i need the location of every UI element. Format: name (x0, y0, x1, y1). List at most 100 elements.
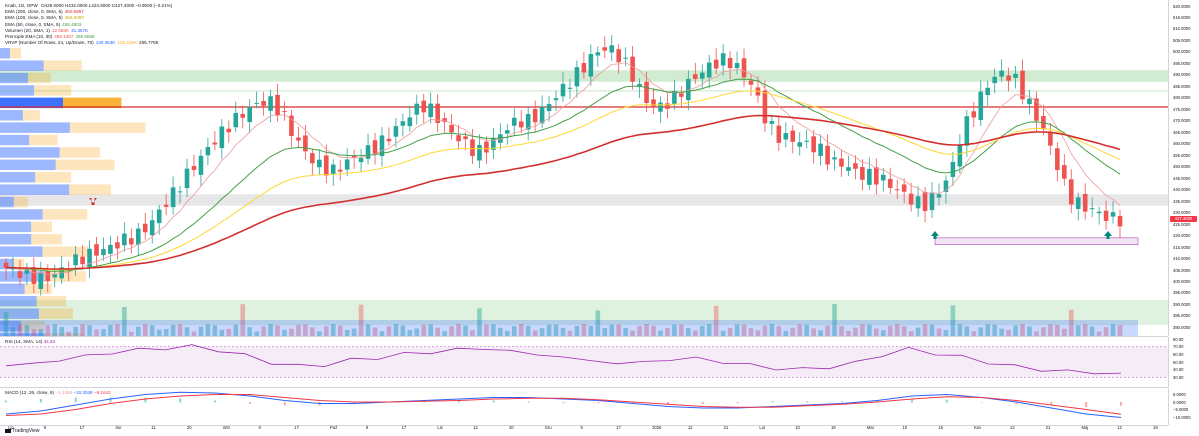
volume-bar (59, 326, 64, 336)
candle-body (985, 87, 991, 95)
candle-body (310, 153, 315, 164)
candle-body (330, 164, 336, 175)
candle-body (498, 134, 503, 143)
macd-chart[interactable] (0, 388, 1168, 425)
time-tick-label: Kwi (974, 425, 981, 430)
candle-body (651, 99, 656, 108)
candle-body (31, 267, 37, 284)
price-tick-label: 415.0000 (1173, 244, 1191, 250)
candle-body (560, 83, 566, 97)
volume-bar (198, 326, 204, 336)
macd-histogram-bar (423, 401, 426, 403)
volume-bar (720, 330, 726, 336)
volume-bar (936, 328, 942, 336)
volume-bar (80, 324, 85, 336)
rsi-line (5, 344, 1122, 375)
candle-body (1068, 179, 1074, 205)
rsi-tick-label: 50.00 (1173, 359, 1184, 365)
vrvp-up-bar (0, 72, 29, 84)
macd-histogram-bar (910, 399, 913, 403)
macd-histogram-bar (1120, 402, 1122, 406)
volume-bar (101, 329, 106, 336)
volume-bar (31, 329, 37, 336)
rsi-legend[interactable]: RSI (14, SMA, 14) 34.53 (5, 339, 56, 344)
candle-body (240, 114, 246, 118)
time-tick-label: Paź (330, 425, 338, 430)
vrvp-down-bar (69, 122, 146, 133)
legend-vrvp[interactable]: VRVP (Number Of Rows, 24, Up/Down, 70) 13… (5, 40, 159, 46)
volume-bar (964, 326, 970, 336)
macd-axis[interactable]: 5.0000 0.0000 −5.0000 −10.0000 (1168, 388, 1199, 425)
volume-bar (588, 325, 594, 336)
candle-body (860, 167, 865, 180)
volume-bar (762, 325, 768, 336)
legend-pema[interactable]: Prenciple EMA (10, 30) 458.1457 459.5688 (5, 34, 95, 40)
time-tick-label: Wrz (222, 425, 231, 430)
candle-body (679, 93, 684, 97)
time-axis[interactable]: Lip 9 17 Sie 11 20 Wrz 8 17 Paź 9 17 Lis 12 20 Gru 9 17 20… (0, 425, 1168, 430)
up-arrow-icon (931, 231, 939, 239)
vrvp-down-bar (69, 184, 111, 195)
volume-bar (1103, 327, 1109, 336)
volume-bar (922, 324, 928, 336)
volume-bar (818, 330, 823, 336)
candle-body (379, 135, 385, 157)
volume-bar (149, 325, 155, 336)
legend-symbol[interactable]: Knab, 1D, GPW O429.0000 H432.0000 L424.6… (5, 3, 173, 8)
candle-body (616, 49, 621, 63)
candle-body (699, 72, 705, 79)
last-price-label: 427.4000 (1170, 215, 1197, 222)
volume-bar (177, 324, 183, 336)
volume-bar (108, 324, 113, 336)
candle-body (957, 144, 963, 167)
time-tick-label: 11 (151, 425, 156, 430)
candle-body (386, 138, 392, 142)
main-chart-pane[interactable]: Knab, 1D, GPW O429.0000 H432.0000 L424.6… (0, 0, 1168, 337)
candle-body (602, 47, 608, 51)
candle-body (804, 140, 809, 142)
rsi-chart[interactable] (0, 337, 1168, 387)
candle-body (17, 271, 23, 278)
legend-ema100[interactable]: EMA (100, close, 0, SMA, 5) 456.0000 (5, 15, 84, 21)
volume-bar (1020, 324, 1025, 336)
macd-legend[interactable]: MACD (12, 26, close, 9) −1.1458 −10.3048… (5, 390, 111, 395)
candle-body (142, 223, 148, 233)
price-chart[interactable] (0, 0, 1168, 336)
price-tick-label: 500.0000 (1173, 49, 1191, 55)
candle-body (449, 124, 454, 133)
volume-bar (351, 328, 357, 336)
legend-volume[interactable]: Volumen (20, SMA, 1) 12.583K 41.367K (5, 27, 89, 33)
volume-bar (706, 324, 712, 336)
legend-ema50[interactable]: EMA (50, close, 0, SMA, 5) 456.4803 (5, 21, 82, 27)
candle-body (978, 91, 984, 121)
volume-bar (38, 329, 44, 336)
vrvp-down-bar (21, 320, 45, 332)
rsi-axis[interactable]: 80.00 70.00 60.00 50.00 40.00 30.00 (1168, 337, 1199, 387)
volume-bar (303, 324, 308, 336)
macd-histogram-bar (109, 397, 112, 403)
candle-body (999, 70, 1004, 77)
macd-histogram-bar (736, 402, 739, 404)
candle-body (393, 126, 399, 137)
volume-bar (943, 330, 949, 336)
candle-body (108, 244, 113, 254)
candle-body (588, 54, 594, 77)
volume-bar (539, 328, 545, 336)
candle-body (637, 83, 642, 87)
macd-pane[interactable]: MACD (12, 26, close, 9) −1.1458 −10.3048… (0, 388, 1168, 426)
volume-bar (498, 327, 503, 336)
candle-body (38, 272, 44, 289)
candle-body (156, 209, 162, 224)
price-axis[interactable]: 520.0000 515.0000 510.0000 505.0000 500.0000… (1168, 0, 1199, 336)
volume-bar (240, 304, 246, 336)
price-tick-label: 390.0000 (1173, 301, 1191, 307)
legend-ema200[interactable]: EMA (200, close, 0, SMA, 5) 450.6897 (5, 9, 84, 15)
volume-bar (560, 327, 566, 336)
rsi-pane[interactable]: RSI (14, SMA, 14) 34.53 (0, 337, 1168, 388)
volume-bar (1062, 328, 1067, 336)
candle-body (1110, 212, 1116, 217)
candle-body (511, 117, 517, 126)
time-tick-label: Maj (1081, 425, 1089, 430)
volume-bar (1117, 324, 1123, 336)
macd-histogram-bar (1015, 402, 1018, 404)
